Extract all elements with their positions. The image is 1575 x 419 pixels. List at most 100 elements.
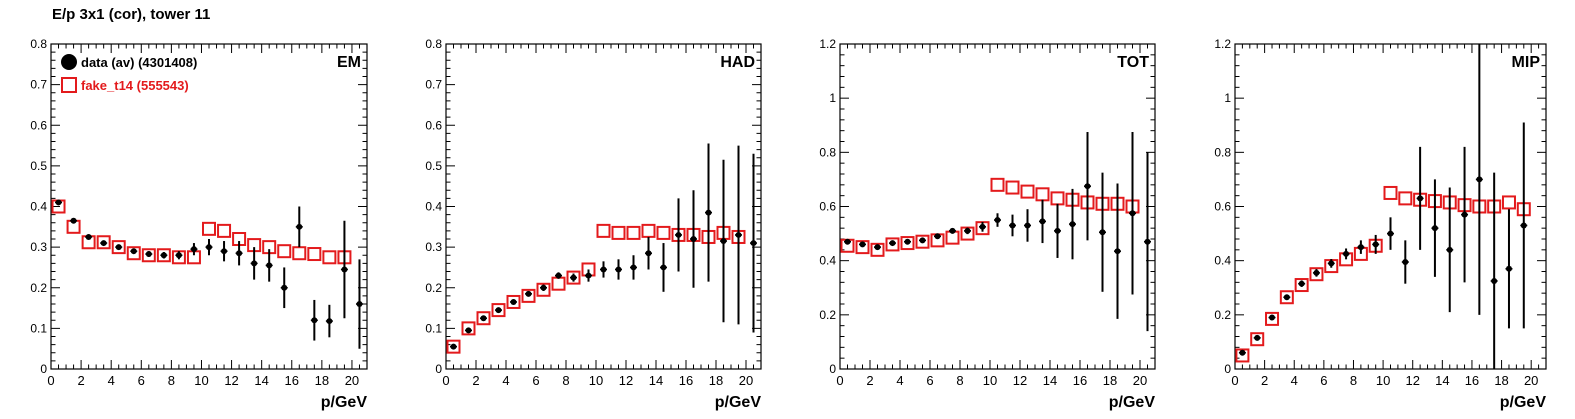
fake-point <box>322 250 337 265</box>
data-point <box>660 264 667 271</box>
y-tick-label: 0 <box>40 362 47 376</box>
data-point <box>311 317 318 324</box>
data-point <box>1069 221 1076 228</box>
data-point <box>55 199 62 206</box>
data-point <box>341 266 348 273</box>
y-tick-label: 0 <box>829 362 836 376</box>
fake-point <box>461 321 476 336</box>
fake-point <box>900 236 915 251</box>
fake-point <box>1005 180 1020 195</box>
data-point <box>750 240 757 247</box>
x-tick-label: 4 <box>1291 373 1298 388</box>
data-point <box>1084 183 1091 190</box>
fake-point <box>1020 184 1035 199</box>
x-tick-label: 18 <box>1103 373 1117 388</box>
y-tick-label: 0 <box>1224 362 1231 376</box>
x-tick-label: 10 <box>1376 373 1390 388</box>
fake-point <box>446 339 461 354</box>
data-point <box>1039 218 1046 225</box>
data-point <box>1254 334 1261 341</box>
fake-point <box>656 225 671 240</box>
plot-marks <box>840 132 1151 332</box>
data-point <box>570 274 577 281</box>
x-tick-label: 16 <box>1073 373 1087 388</box>
fake-point <box>1398 191 1413 206</box>
figure-title: E/p 3x1 (cor), tower 11 <box>52 6 211 23</box>
data-point <box>296 223 303 230</box>
fake-point <box>1383 185 1398 200</box>
data-point <box>720 238 727 245</box>
x-tick-label: 14 <box>254 373 268 388</box>
x-tick-label: 0 <box>836 373 843 388</box>
plot-frame <box>445 43 762 370</box>
x-tick-label: 14 <box>1043 373 1057 388</box>
fake-point <box>217 223 232 238</box>
fake-point <box>1235 348 1250 363</box>
x-tick-label: 6 <box>926 373 933 388</box>
fake-point <box>156 248 171 263</box>
x-tick-label: 4 <box>896 373 903 388</box>
x-tick-label: 0 <box>1231 373 1238 388</box>
y-tick-label: 0 <box>435 362 442 376</box>
x-tick-label: 2 <box>866 373 873 388</box>
y-tick-label: 1 <box>1224 91 1231 105</box>
x-tick-label: 18 <box>1494 373 1508 388</box>
y-tick-label: 0.2 <box>30 281 47 295</box>
data-point <box>964 227 971 234</box>
data-point <box>175 252 182 259</box>
data-point <box>645 250 652 257</box>
x-tick-label: 12 <box>1405 373 1419 388</box>
data-point <box>705 209 712 216</box>
x-tick-label: 8 <box>956 373 963 388</box>
x-tick-label: 4 <box>108 373 115 388</box>
legend-fake-marker <box>61 77 77 93</box>
x-tick-label: 0 <box>442 373 449 388</box>
x-tick-label: 2 <box>472 373 479 388</box>
data-point <box>1298 280 1305 287</box>
x-tick-label: 10 <box>589 373 603 388</box>
data-point <box>1144 238 1151 245</box>
fake-point <box>202 221 216 236</box>
data-point <box>1461 211 1468 218</box>
legend-fake-label: fake_t14 (555543) <box>81 78 189 93</box>
x-tick-label: 16 <box>285 373 299 388</box>
data-point <box>465 327 472 334</box>
y-tick-label: 0.4 <box>1214 254 1231 268</box>
legend: data (av) (4301408) fake_t14 (555543) <box>61 54 197 93</box>
legend-data-label: data (av) (4301408) <box>81 55 197 70</box>
data-point <box>480 315 487 322</box>
data-point <box>1313 269 1320 276</box>
plot-marks <box>446 143 757 354</box>
data-point <box>1099 229 1106 236</box>
plot-marks <box>1235 44 1531 369</box>
fake-point <box>1294 278 1309 293</box>
fake-point <box>1265 311 1280 326</box>
y-tick-label: 0.4 <box>819 254 836 268</box>
x-tick-label: 14 <box>1435 373 1449 388</box>
y-tick-label: 0.4 <box>30 200 47 214</box>
x-tick-label: 20 <box>739 373 753 388</box>
data-point <box>1328 260 1335 267</box>
data-point <box>1372 241 1379 248</box>
x-tick-label: 8 <box>1350 373 1357 388</box>
x-tick-label: 12 <box>619 373 633 388</box>
data-point <box>1476 176 1483 183</box>
x-tick-label: 2 <box>1261 373 1268 388</box>
x-tick-label: 0 <box>47 373 54 388</box>
x-axis-label: p/GeV <box>1500 394 1547 411</box>
y-tick-label: 0.4 <box>425 200 442 214</box>
data-point <box>281 284 288 291</box>
y-tick-label: 0.8 <box>30 37 47 51</box>
data-point <box>1129 210 1136 217</box>
data-point <box>1114 248 1121 255</box>
data-point <box>100 240 107 247</box>
fake-point <box>915 234 930 249</box>
data-point <box>844 238 851 245</box>
fake-point <box>521 288 536 303</box>
data-point <box>690 236 697 242</box>
fake-point <box>1035 187 1050 202</box>
y-tick-label: 0.2 <box>425 281 442 295</box>
y-tick-label: 0.5 <box>30 159 47 173</box>
fake-point <box>307 247 322 262</box>
fake-point <box>1501 195 1516 210</box>
